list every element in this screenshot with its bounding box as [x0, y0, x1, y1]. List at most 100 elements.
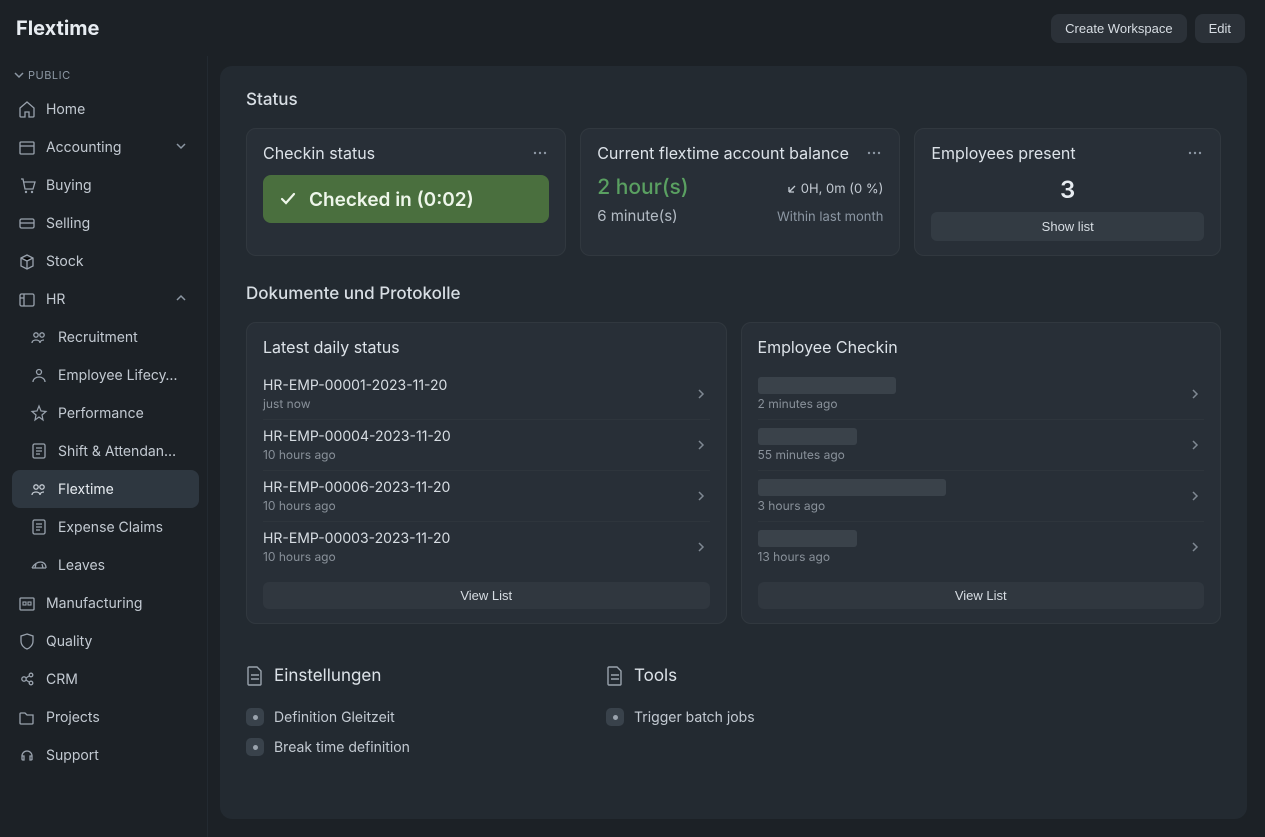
sidebar-section-label[interactable]: PUBLIC [12, 66, 199, 90]
edit-button[interactable]: Edit [1195, 14, 1245, 43]
list-item-employee-checkin[interactable]: ██████████13 hours ago [758, 521, 1205, 572]
list-item-employee-checkin[interactable]: ███████████████████3 hours ago [758, 470, 1205, 521]
chevron-right-icon [1190, 439, 1204, 451]
sidebar-item-leaves[interactable]: Leaves [12, 546, 199, 584]
chevron-right-icon [1190, 490, 1204, 502]
sidebar-item-performance[interactable]: Performance [12, 394, 199, 432]
quality-icon [18, 632, 36, 650]
list-item-daily-status[interactable]: HR-EMP-00003-2023-11-2010 hours ago [263, 521, 710, 572]
leaves-icon [30, 556, 48, 574]
list-item-daily-status[interactable]: HR-EMP-00004-2023-11-2010 hours ago [263, 419, 710, 470]
section-title-documents: Dokumente und Protokolle [246, 284, 1221, 304]
sidebar-item-label: Manufacturing [46, 595, 189, 612]
sidebar-item-flextime[interactable]: Flextime [12, 470, 199, 508]
selling-icon [18, 214, 36, 232]
sidebar-item-label: Support [46, 747, 189, 764]
sidebar-item-quality[interactable]: Quality [12, 622, 199, 660]
settings-item[interactable]: Definition Gleitzeit [246, 702, 546, 732]
sidebar-item-label: Performance [58, 405, 189, 422]
arrow-down-left-icon [787, 184, 797, 194]
home-icon [18, 100, 36, 118]
settings-item[interactable]: Break time definition [246, 732, 546, 762]
settings-group-title: Einstellungen [274, 666, 381, 686]
performance-icon [30, 404, 48, 422]
sidebar-item-label: Quality [46, 633, 189, 650]
section-title-status: Status [246, 90, 1221, 110]
sidebar-item-label: HR [46, 291, 165, 308]
create-workspace-button[interactable]: Create Workspace [1051, 14, 1186, 43]
chevron-right-icon [696, 388, 710, 400]
sidebar-item-accounting[interactable]: Accounting [12, 128, 199, 166]
sidebar-item-selling[interactable]: Selling [12, 204, 199, 242]
main-content: Status Checkin status Checked in (0:02) [220, 66, 1247, 819]
group-item-label: Trigger batch jobs [634, 709, 755, 726]
sidebar-item-stock[interactable]: Stock [12, 242, 199, 280]
recruitment-icon [30, 328, 48, 346]
balance-period: Within last month [777, 209, 883, 225]
sidebar-item-label: Projects [46, 709, 189, 726]
card-employee-checkin: Employee Checkin ██████████████2 minutes… [741, 322, 1222, 624]
tools-group: Tools Trigger batch jobs [606, 666, 906, 762]
sidebar-item-support[interactable]: Support [12, 736, 199, 774]
balance-hours: 2 hour(s) [597, 175, 787, 200]
view-list-button[interactable]: View List [263, 582, 710, 609]
card-employees-present: Employees present 3 Show list [914, 128, 1221, 256]
sidebar-item-expense-claims[interactable]: Expense Claims [12, 508, 199, 546]
view-list-button[interactable]: View List [758, 582, 1205, 609]
chevron-right-icon [1190, 388, 1204, 400]
list-item-employee-checkin[interactable]: ██████████55 minutes ago [758, 419, 1205, 470]
list-item-timestamp: 13 hours ago [758, 549, 857, 564]
list-item-timestamp: 10 hours ago [263, 447, 451, 462]
flextime-icon [30, 480, 48, 498]
sidebar-item-manufacturing[interactable]: Manufacturing [12, 584, 199, 622]
card-menu-button[interactable] [865, 147, 883, 159]
list-item-timestamp: 2 minutes ago [758, 396, 897, 411]
card-menu-button[interactable] [1186, 147, 1204, 159]
sidebar-item-shift-attendan[interactable]: Shift & Attendan… [12, 432, 199, 470]
balance-delta: 0H, 0m (0 %) [787, 181, 884, 197]
card-menu-button[interactable] [531, 147, 549, 159]
list-item-timestamp: 55 minutes ago [758, 447, 857, 462]
list-item-timestamp: 10 hours ago [263, 498, 450, 513]
sidebar-item-recruitment[interactable]: Recruitment [12, 318, 199, 356]
checkin-banner[interactable]: Checked in (0:02) [263, 175, 549, 223]
card-title-balance: Current flextime account balance [597, 143, 865, 163]
sidebar-item-label: Buying [46, 177, 189, 194]
list-item-title: ███████████████████ [758, 479, 946, 496]
sidebar-item-hr[interactable]: HR [12, 280, 199, 318]
sidebar-item-label: Selling [46, 215, 189, 232]
document-icon [246, 666, 264, 686]
chevron-right-icon [696, 541, 710, 553]
sidebar-item-label: CRM [46, 671, 189, 688]
sidebar-item-label: Home [46, 101, 189, 118]
tools-item[interactable]: Trigger batch jobs [606, 702, 906, 732]
accounting-icon [18, 138, 36, 156]
group-item-label: Definition Gleitzeit [274, 709, 395, 726]
list-item-daily-status[interactable]: HR-EMP-00001-2023-11-20just now [263, 369, 710, 419]
chevron-up-icon [175, 292, 189, 306]
settings-group: Einstellungen Definition Gleitzeit Break … [246, 666, 546, 762]
sidebar-item-label: Shift & Attendan… [58, 443, 189, 460]
show-list-button[interactable]: Show list [931, 212, 1204, 241]
projects-icon [18, 708, 36, 726]
ellipsis-icon [1188, 151, 1202, 155]
support-icon [18, 746, 36, 764]
buying-icon [18, 176, 36, 194]
checkin-banner-text: Checked in (0:02) [309, 188, 474, 211]
sidebar-item-buying[interactable]: Buying [12, 166, 199, 204]
list-item-title: ██████████████ [758, 377, 897, 394]
sidebar-item-crm[interactable]: CRM [12, 660, 199, 698]
sidebar: PUBLIC Home Accounting Buying Selling Stock H… [0, 56, 208, 837]
list-item-daily-status[interactable]: HR-EMP-00006-2023-11-2010 hours ago [263, 470, 710, 521]
crm-icon [18, 670, 36, 688]
card-checkin-status: Checkin status Checked in (0:02) [246, 128, 566, 256]
sidebar-item-employee-lifecy[interactable]: Employee Lifecy… [12, 356, 199, 394]
sidebar-item-home[interactable]: Home [12, 90, 199, 128]
sidebar-item-label: Expense Claims [58, 519, 189, 536]
list-item-employee-checkin[interactable]: ██████████████ 2 minutes ago [758, 369, 1205, 419]
bullet-icon [606, 708, 624, 726]
balance-minutes: 6 minute(s) [597, 206, 777, 225]
sidebar-item-projects[interactable]: Projects [12, 698, 199, 736]
check-icon [279, 190, 297, 208]
ellipsis-icon [867, 151, 881, 155]
